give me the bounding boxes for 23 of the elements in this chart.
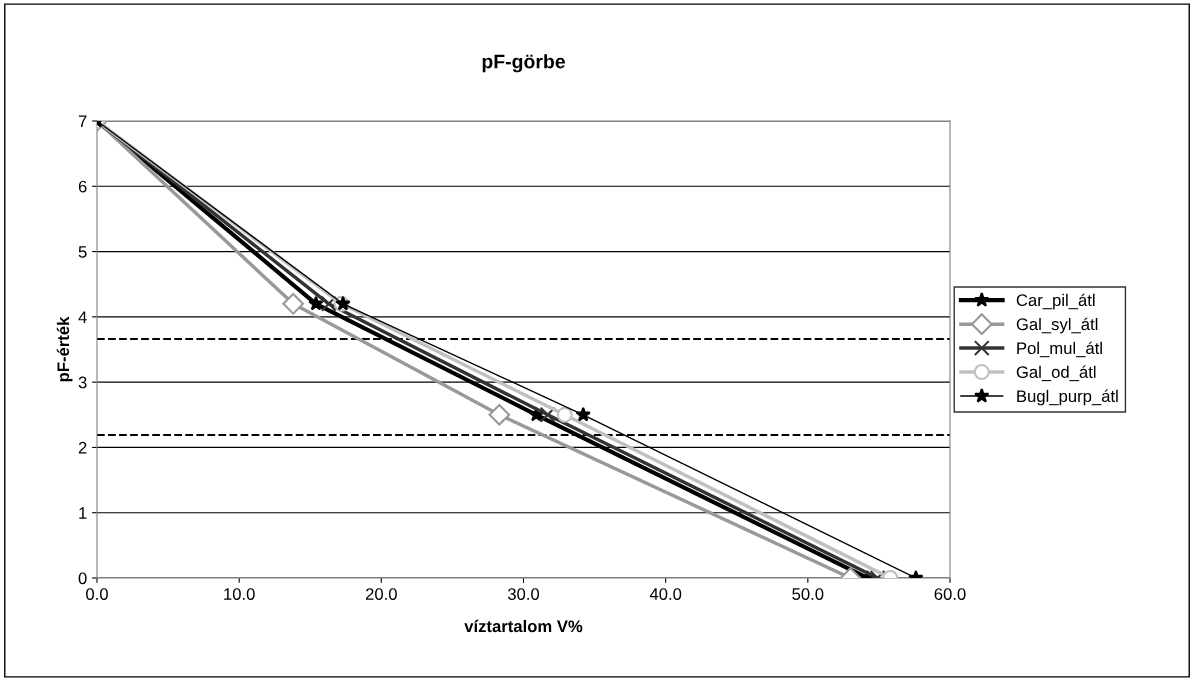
y-tick-label: 5 xyxy=(78,246,87,258)
legend-label: Gal_od_átl xyxy=(1016,365,1096,382)
y-axis-title: pF-érték xyxy=(56,316,73,382)
chart-title: pF-görbe xyxy=(482,54,565,73)
x-tick-label: 40.0 xyxy=(649,588,682,600)
y-tick-label: 3 xyxy=(78,376,87,389)
x-tick-label: 10.0 xyxy=(224,588,255,600)
y-tick-label: 7 xyxy=(78,115,87,128)
y-tick-label: 0 xyxy=(78,572,87,585)
x-tick-label: 50.0 xyxy=(792,588,824,600)
legend-label: Bugl_purp_átl xyxy=(1017,389,1118,406)
x-tick-label: 0.0 xyxy=(86,588,108,600)
y-tick-label: 2 xyxy=(78,441,87,454)
x-tick-label: 20.0 xyxy=(365,588,397,600)
y-tick-label: 1 xyxy=(79,507,87,519)
y-tick-label: 4 xyxy=(78,311,87,323)
y-tick-label: 6 xyxy=(78,180,87,193)
legend-label: Car_pil_átl xyxy=(1016,293,1095,310)
x-tick-label: 60.0 xyxy=(934,588,966,600)
legend-label: Pol_mul_átl xyxy=(1017,341,1102,358)
x-tick-label: 30.0 xyxy=(507,588,540,600)
x-axis-title: víztartalom V% xyxy=(464,619,583,633)
legend-label: Gal_syl_átl xyxy=(1016,317,1098,334)
